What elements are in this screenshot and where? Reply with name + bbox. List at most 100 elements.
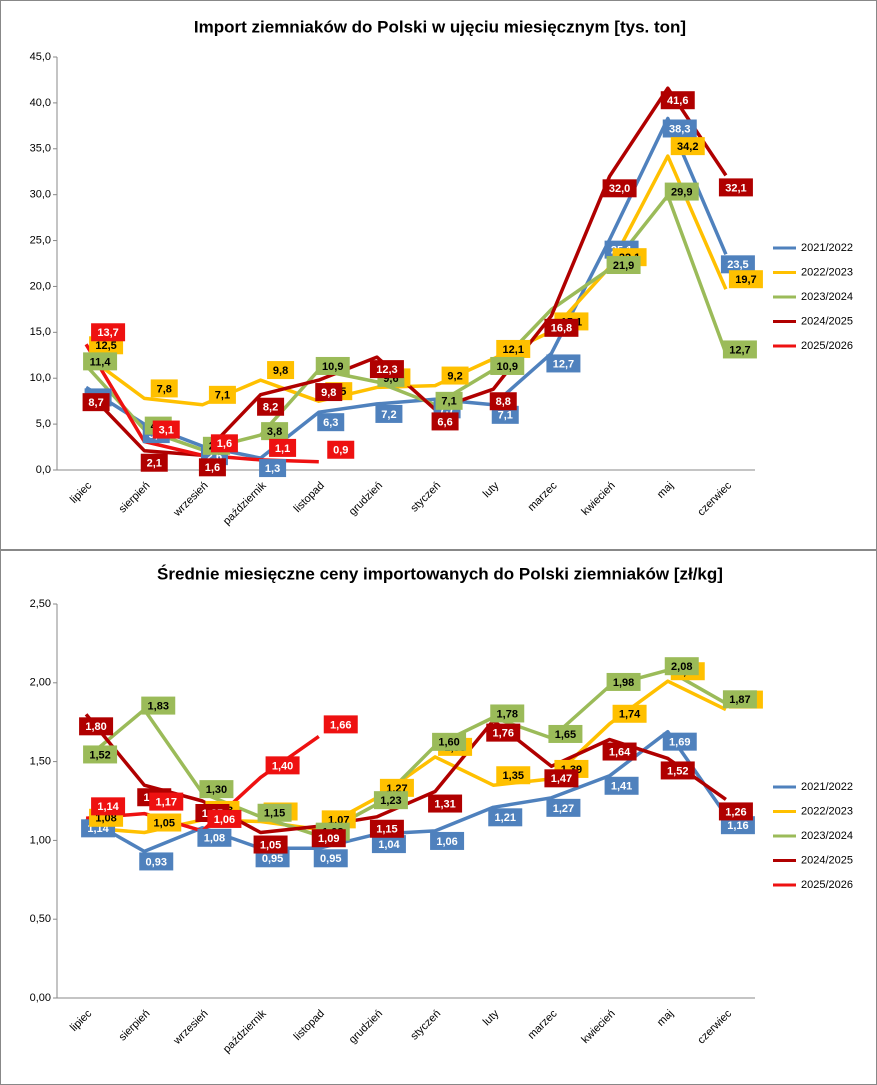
data-label: 32,0 xyxy=(609,183,630,195)
data-label: 12,3 xyxy=(376,364,397,376)
data-label-box xyxy=(257,397,285,416)
data-label-box xyxy=(91,323,126,342)
data-label: 34,2 xyxy=(677,141,698,153)
data-label: 16,8 xyxy=(551,323,572,335)
y-tick-label: 35,0 xyxy=(30,143,51,155)
data-label-box xyxy=(253,835,288,854)
data-label-box xyxy=(147,813,182,832)
data-label: 1,52 xyxy=(667,765,688,777)
data-label-box xyxy=(496,339,531,358)
data-label-box xyxy=(718,178,753,197)
data-label: 1,6 xyxy=(217,438,232,450)
data-label: 1,31 xyxy=(434,798,455,810)
data-label-box xyxy=(728,270,763,289)
data-label: 10,9 xyxy=(322,361,343,373)
data-label: 1,17 xyxy=(156,797,177,809)
data-label-box xyxy=(152,420,180,439)
data-label-box xyxy=(660,91,695,110)
y-tick-label: 10,0 xyxy=(30,372,51,384)
data-label-box xyxy=(257,803,292,822)
data-label-box xyxy=(265,756,300,775)
data-label-box xyxy=(315,356,350,375)
data-label: 0,95 xyxy=(320,853,341,865)
data-label-box xyxy=(139,852,174,871)
data-label-box xyxy=(612,704,647,723)
legend-label: 2022/2023 xyxy=(801,805,853,817)
data-label-box xyxy=(544,769,579,788)
data-label: 21,9 xyxy=(613,260,634,272)
data-label-box xyxy=(662,119,697,138)
y-tick-label: 15,0 xyxy=(30,326,51,338)
data-label-box xyxy=(718,802,753,821)
data-label-box xyxy=(79,717,114,736)
data-label: 7,1 xyxy=(215,390,230,402)
data-label-box xyxy=(488,808,523,827)
data-label-box xyxy=(670,137,705,156)
data-label-box xyxy=(722,340,757,359)
data-label-box xyxy=(664,182,699,201)
data-label: 9,2 xyxy=(447,370,462,382)
data-label: 1,06 xyxy=(436,836,457,848)
data-label-box xyxy=(208,385,236,404)
data-label-box xyxy=(491,405,519,424)
legend-label: 2022/2023 xyxy=(801,266,853,278)
y-tick-label: 0,50 xyxy=(30,913,51,925)
data-label: 1,76 xyxy=(493,728,514,740)
data-label: 1,35 xyxy=(503,770,524,782)
data-label: 3,1 xyxy=(159,424,174,436)
data-label: 38,3 xyxy=(669,123,690,135)
y-tick-label: 30,0 xyxy=(30,189,51,201)
data-label-box xyxy=(486,723,521,742)
data-label-box xyxy=(490,356,525,375)
legend-label: 2025/2026 xyxy=(801,879,853,891)
data-label: 1,64 xyxy=(609,746,631,758)
data-label: 1,65 xyxy=(555,729,576,741)
data-label: 1,08 xyxy=(95,813,116,825)
data-label-box xyxy=(311,829,346,848)
legend-label: 2021/2022 xyxy=(801,242,853,254)
data-label-box xyxy=(259,459,287,478)
data-label-box xyxy=(149,792,184,811)
data-label-box xyxy=(722,690,757,709)
data-label-box xyxy=(490,704,525,723)
data-label: 1,14 xyxy=(97,801,119,813)
data-label: 1,40 xyxy=(272,760,293,772)
data-label: 19,7 xyxy=(735,274,756,286)
data-label-box xyxy=(606,256,641,275)
data-label-box xyxy=(369,360,404,379)
data-label: 41,6 xyxy=(667,95,688,107)
data-label: 1,60 xyxy=(438,737,459,749)
data-label: 11,4 xyxy=(90,356,112,368)
data-label-box xyxy=(431,412,459,431)
data-label: 1,3 xyxy=(265,463,280,475)
data-label-box xyxy=(544,318,579,337)
data-label: 12,7 xyxy=(729,344,750,356)
data-label: 1,66 xyxy=(330,719,351,731)
legend-label: 2024/2025 xyxy=(801,854,853,866)
data-label: 6,6 xyxy=(437,416,452,428)
data-label-box xyxy=(606,672,641,691)
data-label-box xyxy=(313,849,348,868)
series-line xyxy=(85,729,728,854)
data-label-box xyxy=(546,798,581,817)
data-label-box xyxy=(210,434,238,453)
data-label: 1,23 xyxy=(380,795,401,807)
data-label-box xyxy=(150,379,178,398)
data-label: 1,06 xyxy=(214,814,235,826)
data-label-box xyxy=(91,797,126,816)
data-label: 8,7 xyxy=(88,397,103,409)
y-tick-label: 0,0 xyxy=(36,464,51,476)
data-label-box xyxy=(207,809,242,828)
data-label-box xyxy=(430,831,465,850)
data-label: 1,87 xyxy=(729,694,750,706)
data-label: 9,8 xyxy=(321,387,336,399)
data-label-box xyxy=(369,819,404,838)
data-label: 13,7 xyxy=(97,327,118,339)
data-label-box xyxy=(720,255,755,274)
data-label-box xyxy=(435,391,463,410)
chart-title: Import ziemniaków do Polski w ujęciu mie… xyxy=(194,17,686,36)
data-label-box xyxy=(548,724,583,743)
data-label-box xyxy=(662,732,697,751)
data-label: 7,8 xyxy=(157,383,172,395)
